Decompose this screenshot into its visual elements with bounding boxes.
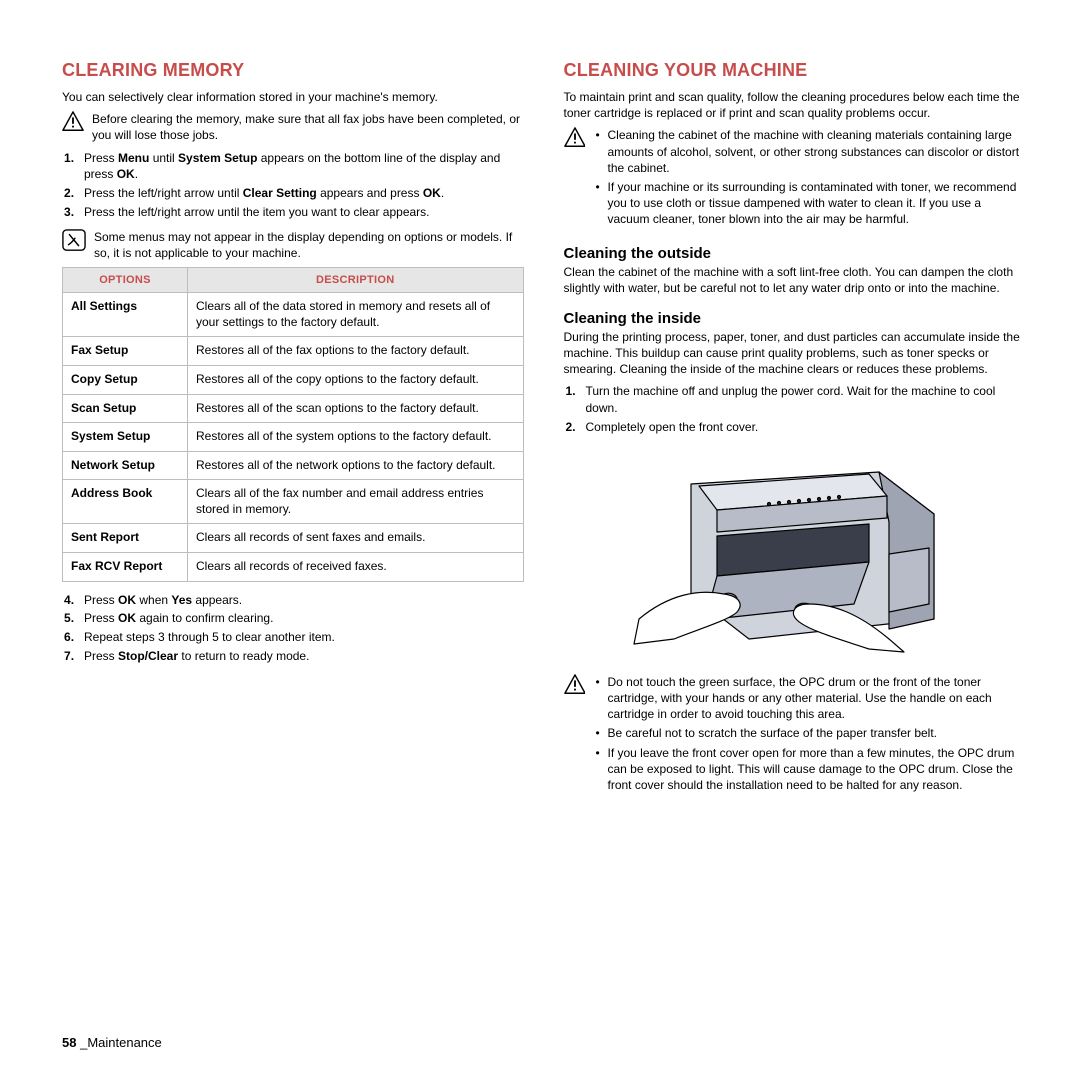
- warning-list-3: Do not touch the green surface, the OPC …: [594, 674, 1026, 796]
- note-icon: [62, 229, 86, 251]
- outside-paragraph: Clean the cabinet of the machine with a …: [564, 264, 1026, 296]
- warning-list-2: Cleaning the cabinet of the machine with…: [594, 127, 1026, 230]
- steps-list-a: Press Menu until System Setup appears on…: [62, 150, 524, 221]
- table-row: Fax SetupRestores all of the fax options…: [63, 337, 524, 366]
- step-item: Press Stop/Clear to return to ready mode…: [62, 648, 524, 665]
- step-item: Completely open the front cover.: [564, 419, 1026, 436]
- warning-row-2: Cleaning the cabinet of the machine with…: [564, 127, 1026, 230]
- step-item: Press the left/right arrow until the ite…: [62, 204, 524, 221]
- option-desc: Restores all of the fax options to the f…: [188, 337, 524, 366]
- option-desc: Restores all of the scan options to the …: [188, 394, 524, 423]
- heading-cleaning: CLEANING YOUR MACHINE: [564, 60, 1026, 81]
- intro-right: To maintain print and scan quality, foll…: [564, 89, 1026, 121]
- printer-illustration: [629, 444, 959, 664]
- option-desc: Restores all of the network options to t…: [188, 451, 524, 480]
- option-desc: Clears all records of received faxes.: [188, 553, 524, 582]
- table-row: All SettingsClears all of the data store…: [63, 293, 524, 337]
- note-row: Some menus may not appear in the display…: [62, 229, 524, 261]
- heading-clearing-memory: CLEARING MEMORY: [62, 60, 524, 81]
- table-row: Network SetupRestores all of the network…: [63, 451, 524, 480]
- warning-row-3: Do not touch the green surface, the OPC …: [564, 674, 1026, 796]
- step-item: Press OK when Yes appears.: [62, 592, 524, 609]
- warning-text-1: Before clearing the memory, make sure th…: [92, 111, 524, 143]
- option-desc: Clears all records of sent faxes and ema…: [188, 524, 524, 553]
- footer-label: _Maintenance: [80, 1035, 162, 1050]
- step-item: Turn the machine off and unplug the powe…: [564, 383, 1026, 417]
- warning-icon: [62, 111, 84, 131]
- option-name: Fax Setup: [63, 337, 188, 366]
- heading-inside: Cleaning the inside: [564, 310, 1026, 327]
- warning-icon: [564, 127, 586, 147]
- option-name: Scan Setup: [63, 394, 188, 423]
- page-footer: 58 _Maintenance: [62, 1035, 162, 1050]
- step-item: Repeat steps 3 through 5 to clear anothe…: [62, 629, 524, 646]
- option-desc: Restores all of the copy options to the …: [188, 365, 524, 394]
- note-text: Some menus may not appear in the display…: [94, 229, 524, 261]
- option-name: Address Book: [63, 480, 188, 524]
- table-row: System SetupRestores all of the system o…: [63, 423, 524, 452]
- heading-outside: Cleaning the outside: [564, 245, 1026, 262]
- list-item: Cleaning the cabinet of the machine with…: [594, 127, 1026, 176]
- table-row: Sent ReportClears all records of sent fa…: [63, 524, 524, 553]
- step-item: Press OK again to confirm clearing.: [62, 610, 524, 627]
- th-description: DESCRIPTION: [188, 268, 524, 293]
- step-item: Press Menu until System Setup appears on…: [62, 150, 524, 184]
- option-desc: Clears all of the fax number and email a…: [188, 480, 524, 524]
- option-desc: Clears all of the data stored in memory …: [188, 293, 524, 337]
- right-column: CLEANING YOUR MACHINE To maintain print …: [564, 60, 1026, 802]
- option-name: Network Setup: [63, 451, 188, 480]
- th-options: OPTIONS: [63, 268, 188, 293]
- option-name: System Setup: [63, 423, 188, 452]
- table-row: Scan SetupRestores all of the scan optio…: [63, 394, 524, 423]
- step-item: Press the left/right arrow until Clear S…: [62, 185, 524, 202]
- warning-row-1: Before clearing the memory, make sure th…: [62, 111, 524, 143]
- options-table: OPTIONS DESCRIPTION All SettingsClears a…: [62, 267, 524, 582]
- option-name: Copy Setup: [63, 365, 188, 394]
- table-row: Fax RCV ReportClears all records of rece…: [63, 553, 524, 582]
- inside-steps: Turn the machine off and unplug the powe…: [564, 383, 1026, 435]
- left-column: CLEARING MEMORY You can selectively clea…: [62, 60, 524, 802]
- option-desc: Restores all of the system options to th…: [188, 423, 524, 452]
- list-item: If your machine or its surrounding is co…: [594, 179, 1026, 228]
- inside-paragraph: During the printing process, paper, tone…: [564, 329, 1026, 378]
- intro-left: You can selectively clear information st…: [62, 89, 524, 105]
- steps-list-b: Press OK when Yes appears.Press OK again…: [62, 592, 524, 665]
- table-row: Copy SetupRestores all of the copy optio…: [63, 365, 524, 394]
- list-item: If you leave the front cover open for mo…: [594, 745, 1026, 794]
- page-number: 58: [62, 1035, 76, 1050]
- option-name: Sent Report: [63, 524, 188, 553]
- warning-icon: [564, 674, 586, 694]
- option-name: Fax RCV Report: [63, 553, 188, 582]
- table-row: Address BookClears all of the fax number…: [63, 480, 524, 524]
- list-item: Do not touch the green surface, the OPC …: [594, 674, 1026, 723]
- option-name: All Settings: [63, 293, 188, 337]
- list-item: Be careful not to scratch the surface of…: [594, 725, 1026, 741]
